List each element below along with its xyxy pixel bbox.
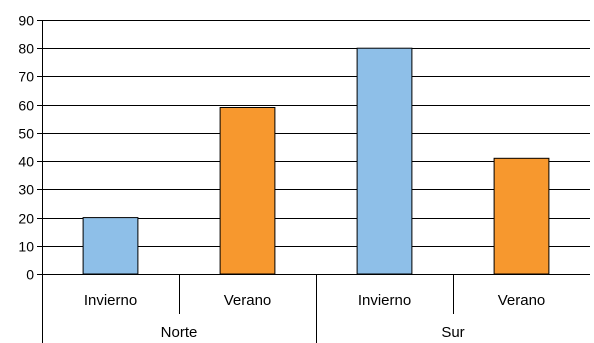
y-tick-label: 90 <box>18 13 34 29</box>
x-group-label: Sur <box>441 324 464 341</box>
y-tick-label: 20 <box>18 211 34 227</box>
y-tick-label: 10 <box>18 239 34 255</box>
y-tick-label: 40 <box>18 154 34 170</box>
x-category-label: Invierno <box>358 292 411 309</box>
y-tick-label: 30 <box>18 182 34 198</box>
bar-norte-invierno <box>82 217 139 275</box>
bar-norte-verano <box>219 107 276 275</box>
axes <box>37 20 590 343</box>
y-tick-label: 70 <box>18 69 34 85</box>
y-tick-label: 0 <box>26 267 34 283</box>
y-tick-label: 50 <box>18 126 34 142</box>
y-tick-label: 80 <box>18 41 34 57</box>
x-category-label: Verano <box>224 292 272 309</box>
x-category-label: Invierno <box>84 292 137 309</box>
x-group-label: Norte <box>161 324 198 341</box>
y-tick-label: 60 <box>18 98 34 114</box>
x-category-label: Verano <box>498 292 546 309</box>
x-category-labels: Invierno Verano Norte Invierno Verano Sur <box>84 292 545 341</box>
bar-sur-verano <box>493 157 550 275</box>
bars <box>82 47 550 275</box>
bar-sur-invierno <box>356 47 413 275</box>
y-tick-labels: 0 10 20 30 40 50 60 70 80 90 <box>18 13 34 283</box>
